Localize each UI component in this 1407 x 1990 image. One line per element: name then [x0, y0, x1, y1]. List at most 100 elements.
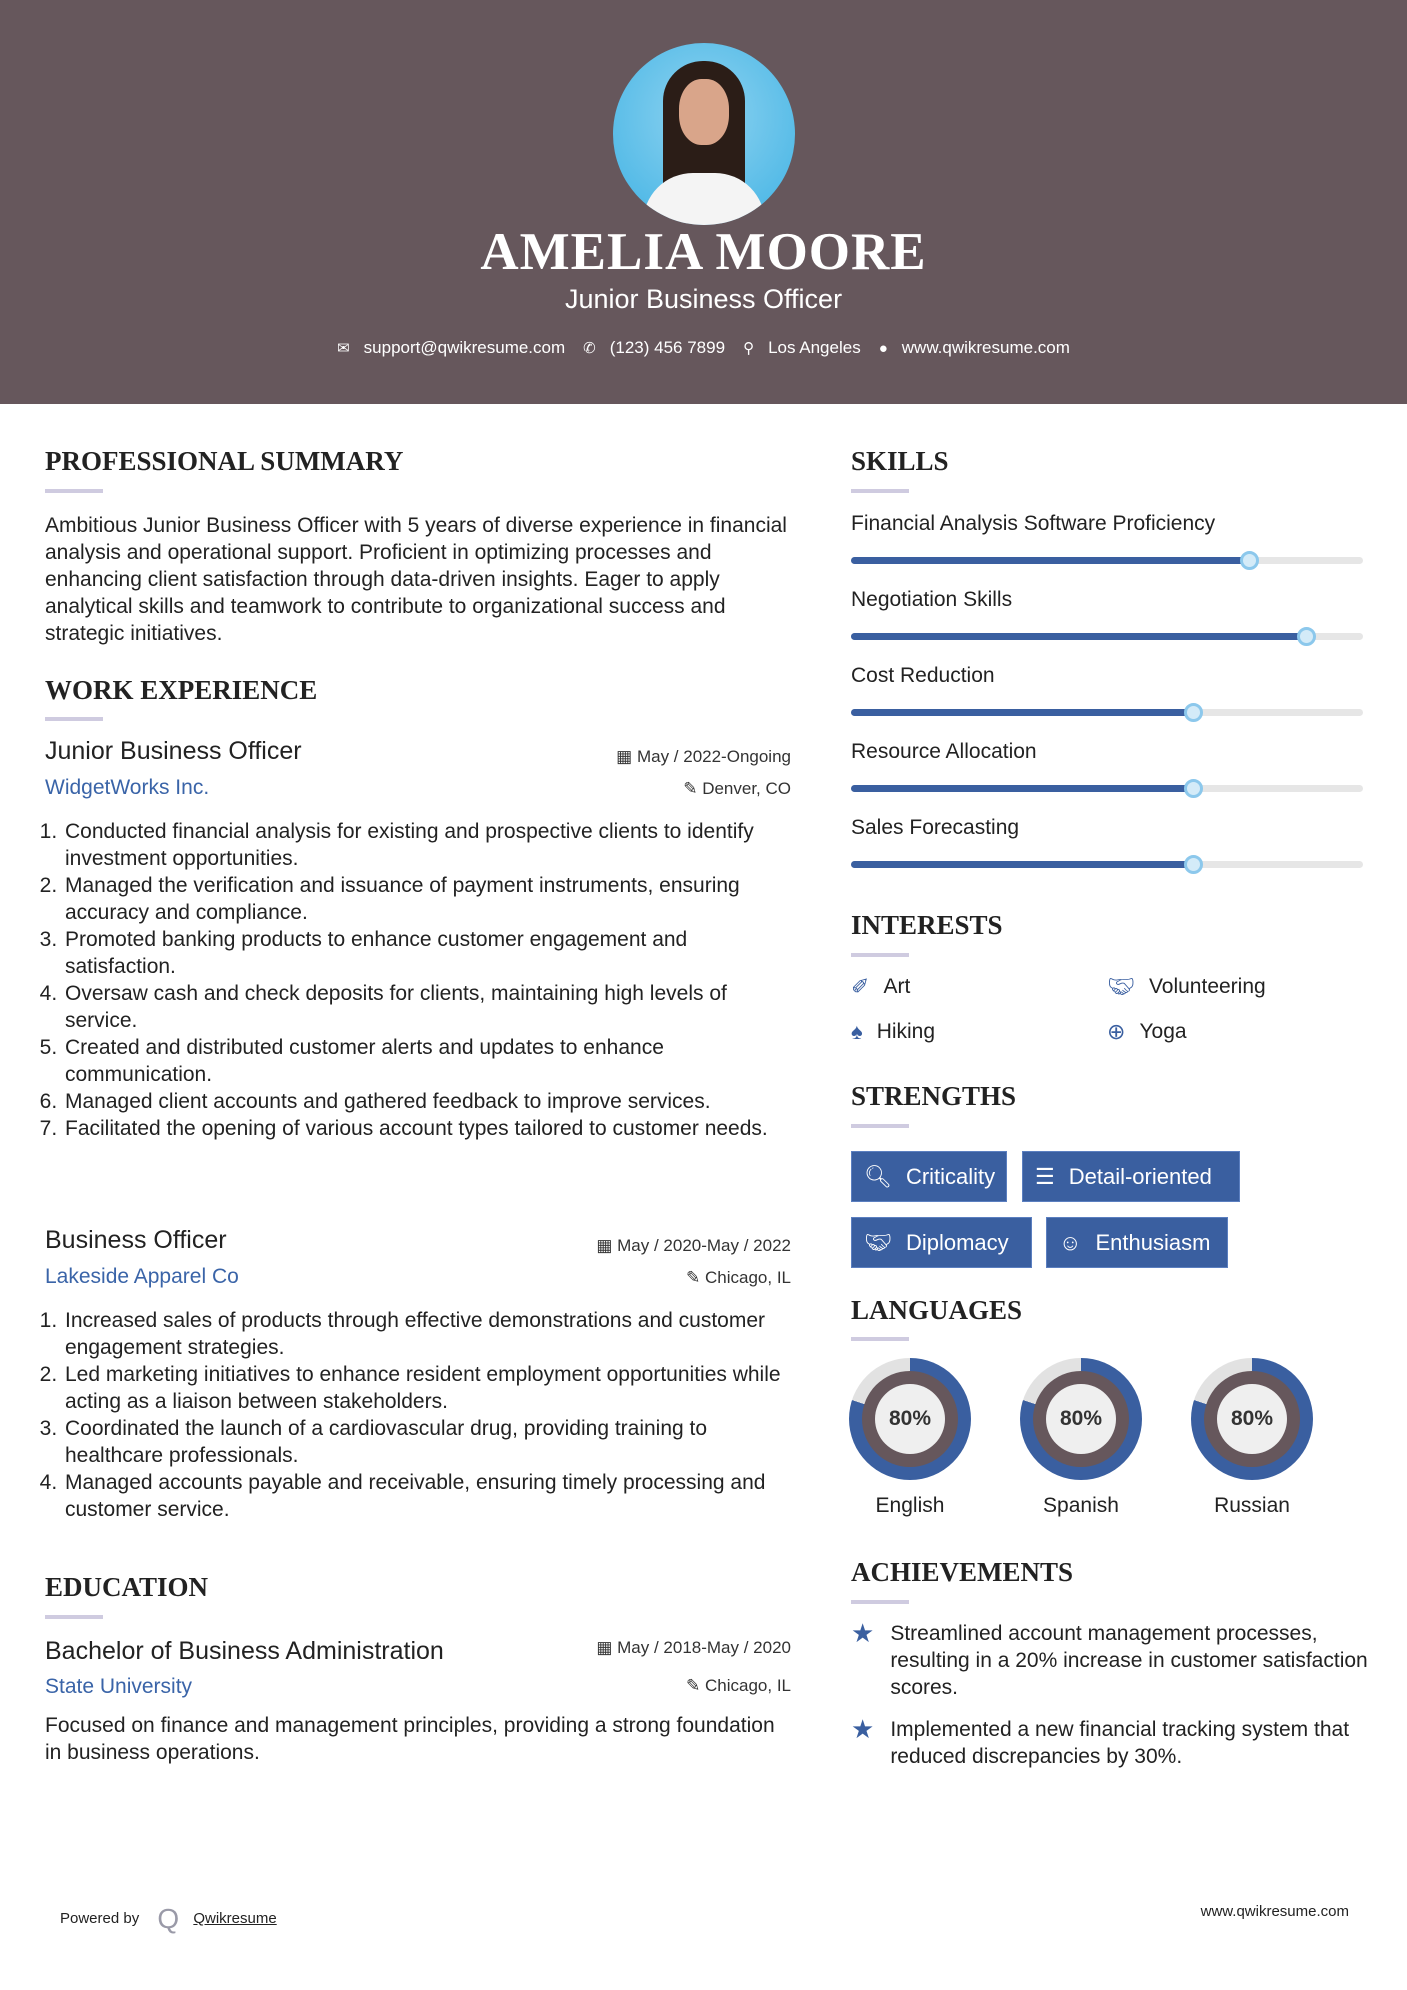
job-location: ✎ Denver, CO — [683, 779, 791, 798]
interest-volunteering: 🤝︎ Volunteering — [1107, 974, 1266, 999]
language-donut: 80% — [849, 1358, 971, 1480]
list-item: Led marketing initiatives to enhance res… — [63, 1361, 791, 1415]
interest-hiking: ♠ Hiking — [851, 1019, 936, 1044]
candidate-title: Junior Business Officer — [564, 284, 843, 314]
skill-bar-fill — [851, 703, 1204, 722]
job-location: ✎ Chicago, IL — [686, 1268, 791, 1287]
skill-knob — [1184, 703, 1204, 722]
interests-heading: INTERESTS — [851, 910, 1003, 940]
star-icon: ★ — [851, 1714, 875, 1744]
website[interactable]: www.qwikresume.com — [901, 338, 1070, 357]
language-label: Spanish — [1043, 1494, 1119, 1517]
pin-icon: ✎ — [686, 1676, 705, 1695]
strength-criticality: 🔍︎ Criticality — [851, 1151, 1007, 1202]
achievements-heading: ACHIEVEMENTS — [851, 1557, 1074, 1587]
achievement-item: ★ Streamlined account management processe… — [851, 1618, 1368, 1700]
languages-heading: LANGUAGES — [851, 1295, 1023, 1325]
achievement-item: ★ Implemented a new financial tracking sy… — [851, 1714, 1350, 1769]
summary-text: Ambitious Junior Business Officer with 5… — [45, 514, 787, 645]
skill-bar — [851, 551, 1363, 570]
company[interactable]: WidgetWorks Inc. — [45, 776, 210, 799]
handshake-icon: 🤝︎ — [1107, 974, 1135, 999]
language-percent: 80% — [875, 1384, 945, 1454]
smile-icon: ☺ — [1059, 1229, 1082, 1255]
list-item: Increased sales of products through effe… — [63, 1307, 791, 1361]
skill-label: Sales Forecasting — [851, 816, 1020, 839]
pin-icon: ✎ — [686, 1268, 705, 1287]
edu-location: ✎ Chicago, IL — [686, 1676, 791, 1695]
skill-knob — [1240, 551, 1260, 570]
skill-bar-fill — [851, 627, 1316, 646]
skill-bar-fill — [851, 779, 1204, 798]
divider — [45, 1615, 103, 1619]
strength-detail-oriented: ☰ Detail-oriented — [1022, 1151, 1240, 1202]
interest-art: ✐ Art — [851, 974, 911, 999]
language-label: English — [875, 1494, 945, 1517]
star-icon: ★ — [851, 1618, 875, 1648]
job-title: Business Officer — [45, 1226, 227, 1254]
language-donut: 80% — [1020, 1358, 1142, 1480]
pin-icon: ✎ — [683, 779, 703, 798]
list-item: Coordinated the launch of a cardiovascul… — [63, 1415, 791, 1469]
interest-yoga: ⊕ Yoga — [1107, 1019, 1187, 1044]
skill-label: Cost Reduction — [851, 664, 995, 687]
powered-by: Powered by Q Qwikresume — [60, 1903, 277, 1934]
strengths-heading: STRENGTHS — [851, 1081, 1017, 1111]
divider — [851, 1337, 909, 1341]
list-item: Managed the verification and issuance of… — [63, 872, 791, 926]
skill-label: Resource Allocation — [851, 740, 1037, 763]
company[interactable]: Lakeside Apparel Co — [45, 1265, 239, 1288]
divider — [851, 1124, 909, 1128]
footer-website[interactable]: www.qwikresume.com — [1200, 1903, 1349, 1920]
education-heading: EDUCATION — [45, 1572, 209, 1602]
calendar-icon: ▦ — [596, 1236, 618, 1255]
divider — [851, 1600, 909, 1604]
job-bullets: Increased sales of products through effe… — [45, 1307, 791, 1523]
summary-heading: PROFESSIONAL SUMMARY — [45, 446, 404, 476]
skill-bar — [851, 627, 1363, 646]
profile-photo — [613, 43, 795, 225]
divider — [45, 717, 103, 721]
phone-icon: ✆ — [583, 340, 596, 357]
brand-link[interactable]: Qwikresume — [193, 1909, 277, 1927]
list-item: Managed accounts payable and receivable,… — [63, 1469, 791, 1523]
calendar-icon: ▦ — [596, 1638, 618, 1657]
school[interactable]: State University — [45, 1675, 193, 1698]
tree-icon: ♠ — [851, 1019, 863, 1044]
job-dates: ▦ May / 2022-Ongoing — [616, 747, 791, 766]
strength-enthusiasm: ☺ Enthusiasm — [1046, 1217, 1228, 1268]
experience-heading: WORK EXPERIENCE — [45, 675, 318, 705]
skill-bar-fill — [851, 855, 1204, 874]
phone: (123) 456 7899 — [609, 338, 726, 357]
location: Los Angeles — [768, 338, 861, 357]
skill-bar — [851, 855, 1363, 874]
handshake-icon: 🤝︎ — [864, 1229, 892, 1255]
globe-icon: ● — [878, 339, 888, 357]
candidate-name: AMELIA MOORE — [480, 223, 927, 281]
envelope-icon: ✉ — [337, 340, 350, 357]
list-item: Created and distributed customer alerts … — [63, 1034, 791, 1088]
divider — [45, 489, 103, 493]
search-icon: 🔍︎ — [864, 1163, 892, 1189]
qwikresume-logo-icon: Q — [157, 1903, 180, 1934]
divider — [851, 489, 909, 493]
contact-bar: ✉ support@qwikresume.com ✆ (123) 456 7899 … — [0, 338, 1407, 358]
degree: Bachelor of Business Administration — [45, 1637, 444, 1665]
strength-diplomacy: 🤝︎ Diplomacy — [851, 1217, 1032, 1268]
header: AMELIA MOORE Junior Business Officer ✉ su… — [0, 0, 1407, 404]
language-percent: 80% — [1046, 1384, 1116, 1454]
email[interactable]: support@qwikresume.com — [363, 338, 566, 357]
skill-bar — [851, 779, 1363, 798]
edu-dates: ▦ May / 2018-May / 2020 — [596, 1638, 791, 1657]
skill-label: Financial Analysis Software Proficiency — [851, 512, 1216, 535]
job-title: Junior Business Officer — [45, 737, 302, 765]
divider — [851, 953, 909, 957]
calendar-icon: ▦ — [616, 747, 637, 766]
skill-bar — [851, 703, 1363, 722]
language-label: Russian — [1214, 1494, 1290, 1517]
language-percent: 80% — [1217, 1384, 1287, 1454]
skill-knob — [1184, 855, 1204, 874]
job-bullets: Conducted financial analysis for existin… — [45, 818, 791, 1142]
language-donut: 80% — [1191, 1358, 1313, 1480]
paintbrush-icon: ✐ — [851, 974, 870, 999]
